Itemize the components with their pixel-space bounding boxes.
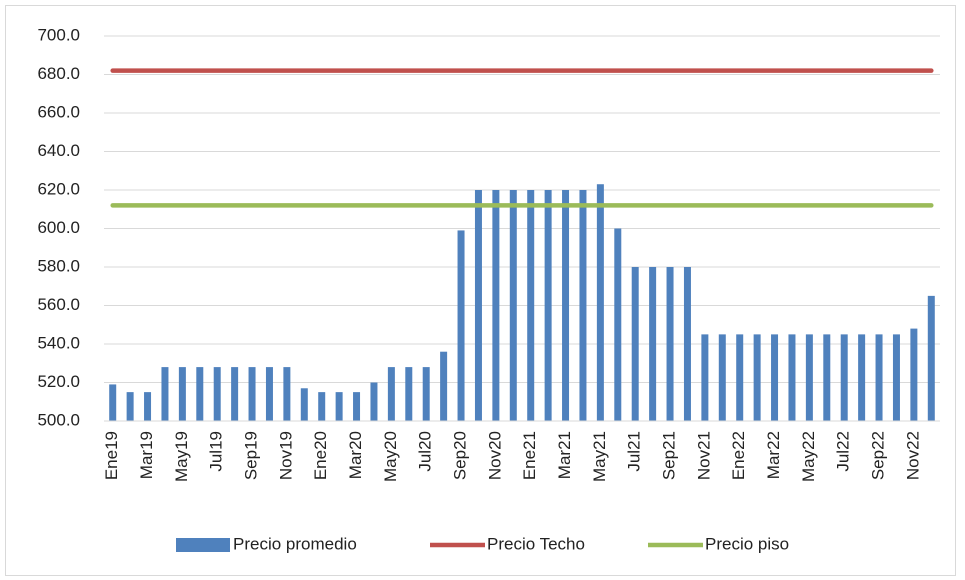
x-tick-label: Mar21 <box>555 431 574 479</box>
x-tick-label: Nov21 <box>694 431 713 480</box>
bar <box>892 334 900 421</box>
bar <box>614 228 622 421</box>
bar <box>701 334 709 421</box>
bar <box>527 190 535 421</box>
bar <box>544 190 552 421</box>
bar <box>579 190 587 421</box>
x-tick-label: May22 <box>799 431 818 482</box>
bar <box>248 367 256 421</box>
bar <box>387 367 395 421</box>
y-tick-label: 620.0 <box>37 179 80 198</box>
y-tick-label: 640.0 <box>37 141 80 160</box>
bar <box>875 334 883 421</box>
x-tick-label: Sep22 <box>869 431 888 480</box>
bar <box>109 384 117 421</box>
legend-swatch <box>176 538 230 552</box>
x-tick-label: May21 <box>590 431 609 482</box>
bar <box>492 190 500 421</box>
x-tick-label: May19 <box>172 431 191 482</box>
bar <box>440 351 448 421</box>
legend-label: Precio promedio <box>233 534 357 553</box>
x-tick-label: Nov19 <box>276 431 295 480</box>
bar <box>265 367 273 421</box>
bar <box>126 392 134 421</box>
bar <box>474 190 482 421</box>
y-tick-label: 660.0 <box>37 102 80 121</box>
bar <box>771 334 779 421</box>
x-tick-label: Ene21 <box>520 431 539 480</box>
y-tick-label: 540.0 <box>37 333 80 352</box>
x-tick-label: Mar20 <box>346 431 365 479</box>
x-tick-label: Nov22 <box>903 431 922 480</box>
x-tick-label: Sep21 <box>660 431 679 480</box>
x-tick-label: Sep20 <box>451 431 470 480</box>
bar <box>144 392 152 421</box>
bar <box>405 367 413 421</box>
bar <box>335 392 343 421</box>
bar <box>353 392 361 421</box>
y-tick-label: 580.0 <box>37 256 80 275</box>
bar <box>649 267 657 421</box>
x-tick-label: Jul20 <box>416 431 435 472</box>
bar <box>736 334 744 421</box>
bar <box>178 367 186 421</box>
x-tick-label: Sep19 <box>242 431 261 480</box>
bar <box>213 367 221 421</box>
x-tick-label: Nov20 <box>485 431 504 480</box>
y-tick-label: 560.0 <box>37 295 80 314</box>
bar <box>823 334 831 421</box>
x-tick-label: Mar19 <box>137 431 156 479</box>
bar <box>788 334 796 421</box>
bar <box>683 267 691 421</box>
y-tick-label: 520.0 <box>37 372 80 391</box>
bar <box>927 295 935 421</box>
bar <box>161 367 169 421</box>
legend-label: Precio Techo <box>487 534 585 553</box>
x-tick-label: Ene20 <box>311 431 330 480</box>
y-tick-label: 600.0 <box>37 218 80 237</box>
legend-label: Precio piso <box>705 534 789 553</box>
x-tick-label: Mar22 <box>764 431 783 479</box>
bar <box>631 267 639 421</box>
bar <box>283 367 291 421</box>
y-tick-label: 700.0 <box>37 25 80 44</box>
bar <box>666 267 674 421</box>
x-tick-label: Jul22 <box>834 431 853 472</box>
bar <box>300 388 308 421</box>
bar <box>562 190 570 421</box>
bar <box>231 367 239 421</box>
y-tick-label: 500.0 <box>37 410 80 429</box>
x-tick-label: May20 <box>381 431 400 482</box>
bar <box>457 230 465 421</box>
bar <box>596 184 604 421</box>
bar <box>318 392 326 421</box>
bar <box>509 190 517 421</box>
bar <box>858 334 866 421</box>
x-tick-label: Ene22 <box>729 431 748 480</box>
bar <box>805 334 813 421</box>
bar <box>370 382 378 421</box>
x-tick-label: Jul19 <box>207 431 226 472</box>
bar <box>196 367 204 421</box>
y-tick-label: 680.0 <box>37 64 80 83</box>
x-tick-label: Ene19 <box>102 431 121 480</box>
bar <box>753 334 761 421</box>
bar <box>422 367 430 421</box>
bar <box>910 328 918 421</box>
bar <box>840 334 848 421</box>
bar <box>718 334 726 421</box>
x-tick-label: Jul21 <box>625 431 644 472</box>
